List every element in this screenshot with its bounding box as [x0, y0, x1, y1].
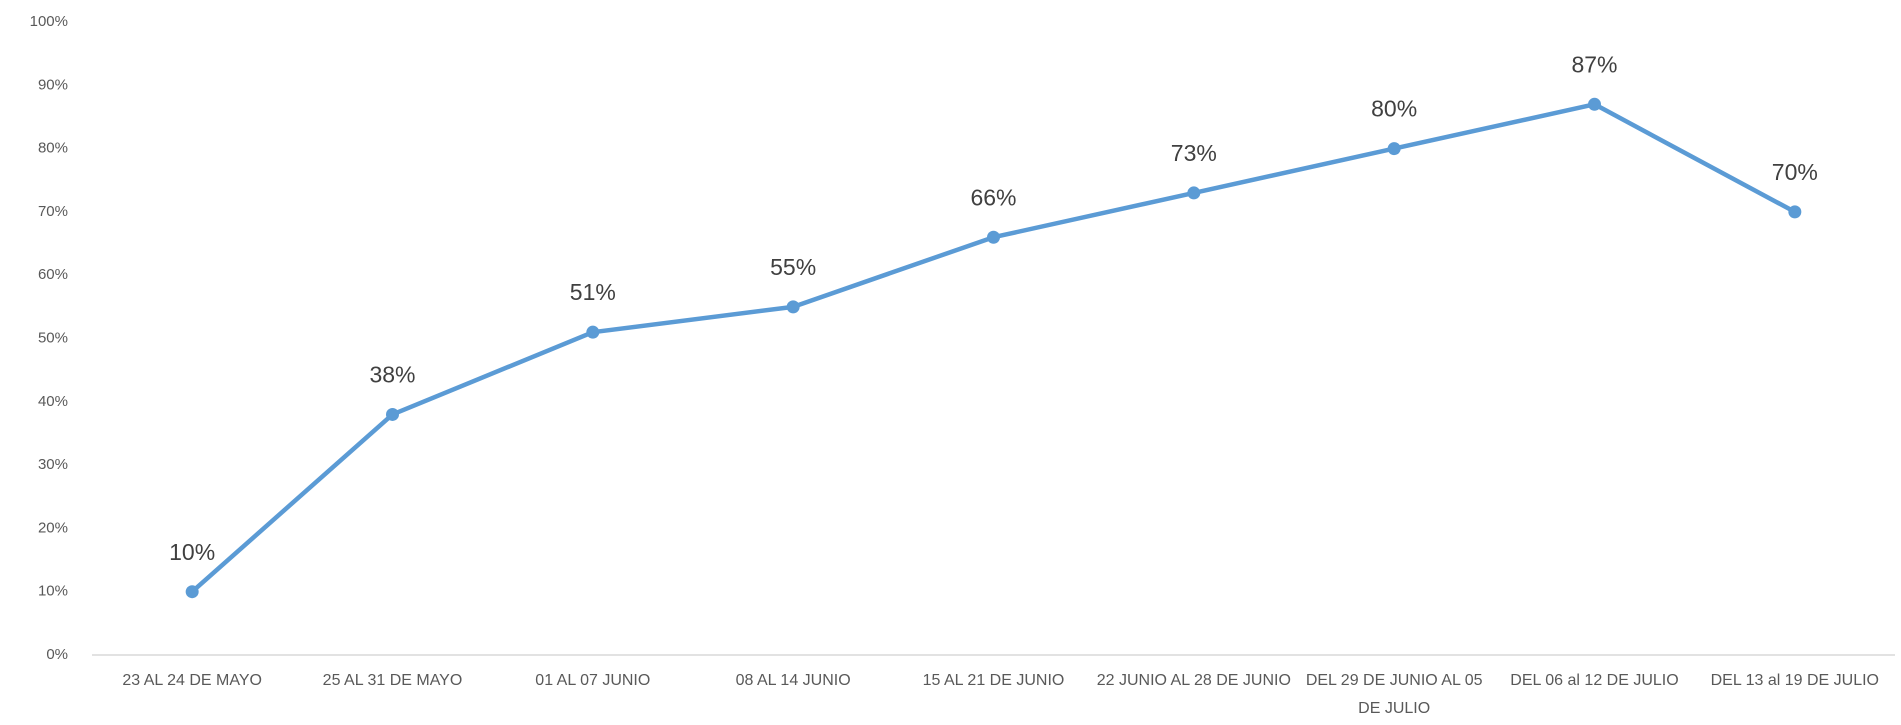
x-tick-label-box: 23 AL 24 DE MAYO [122, 672, 262, 689]
y-tick-label: 0% [46, 646, 68, 663]
y-tick-label: 40% [38, 393, 68, 410]
data-point [1387, 142, 1401, 156]
data-label: 80% [1371, 96, 1417, 122]
x-tick-label: 23 AL 24 DE MAYO [122, 672, 262, 689]
data-point [586, 325, 600, 339]
x-tick-label: 01 AL 07 JUNIO [535, 672, 651, 689]
data-label: 38% [369, 362, 415, 388]
x-tick-label: DEL 06 al 12 DE JULIO [1510, 672, 1679, 689]
x-tick-label: 22 JUNIO AL 28 DE JUNIO [1096, 672, 1291, 689]
data-label: 73% [1171, 140, 1217, 166]
data-label: 55% [770, 254, 816, 280]
x-tick-label-box: DEL 29 DE JUNIO AL 05 DE JULIO [1305, 672, 1483, 717]
y-tick-label: 70% [38, 203, 68, 220]
x-tick-label: 15 AL 21 DE JUNIO [922, 672, 1065, 689]
data-point [1588, 97, 1601, 111]
y-tick-label: 50% [38, 329, 68, 346]
series-line [190, 102, 1796, 594]
data-label: 66% [970, 184, 1016, 210]
data-label: 10% [169, 539, 215, 565]
x-tick-label-box: 01 AL 07 JUNIO [535, 672, 651, 689]
y-tick-label: 10% [38, 583, 68, 600]
x-tick-label: DEL 29 DE JUNIO AL 05 DE JULIO [1305, 672, 1483, 717]
x-tick-label: DEL 13 al 19 DE JULIO [1710, 672, 1879, 689]
data-point [786, 300, 800, 314]
x-tick-label-box: 08 AL 14 JUNIO [735, 672, 851, 689]
x-tick-label-box: 25 AL 31 DE MAYO [322, 672, 463, 689]
x-tick-label-box: 15 AL 21 DE JUNIO [922, 672, 1065, 689]
data-point [185, 585, 199, 599]
y-tick-label: 60% [38, 266, 68, 283]
y-tick-label: 80% [38, 140, 68, 157]
y-tick-label: 20% [38, 519, 68, 536]
y-tick-label: 100% [30, 13, 68, 30]
x-tick-label-box: DEL 06 al 12 DE JULIO [1510, 672, 1679, 689]
data-label: 51% [570, 279, 616, 305]
y-tick-label: 90% [38, 76, 68, 93]
x-tick-label: 08 AL 14 JUNIO [735, 672, 851, 689]
data-point [1788, 205, 1802, 219]
data-label: 87% [1571, 51, 1617, 77]
x-tick-label-box: 22 JUNIO AL 28 DE JUNIO [1096, 672, 1291, 689]
x-tick-label-box: DEL 13 al 19 DE JULIO [1710, 672, 1879, 689]
data-point [386, 407, 399, 421]
y-tick-label: 30% [38, 456, 68, 473]
data-point [987, 230, 1000, 244]
data-label: 70% [1772, 159, 1818, 185]
x-tick-label: 25 AL 31 DE MAYO [322, 672, 463, 689]
data-point [1187, 186, 1201, 200]
